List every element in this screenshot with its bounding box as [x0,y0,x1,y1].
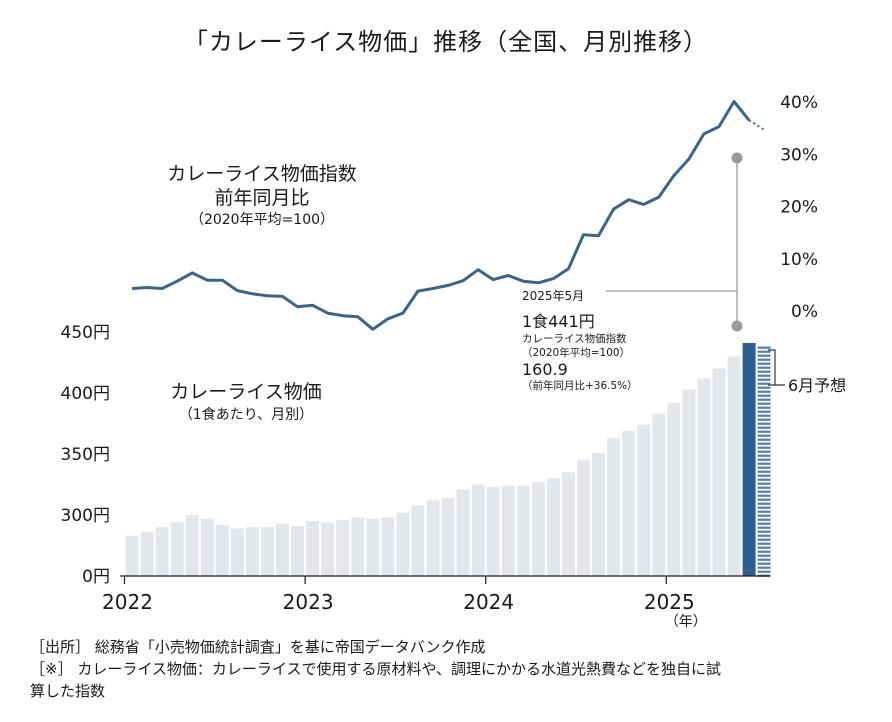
bar-y-tick: 400円 [61,384,110,404]
bar-x-tick: 2024 [463,590,514,614]
bar-series [125,343,771,577]
connector-dot-bottom [731,320,743,332]
bar [441,497,455,576]
x-unit-label: （年） [665,614,707,630]
bar-x-tick: 2022 [102,590,153,614]
line-path [131,100,751,331]
bar [577,460,590,576]
annotation-price: 1食441円 [522,312,595,331]
bar [501,485,515,576]
line-chart-labels: カレーライス物価指数 前年同月比 （2020年平均=100） [167,163,356,228]
bar [486,486,500,576]
remark-note-line1: ［※］ カレーライス物価：カレーライスで使用する原材料や、調理にかかる水道光熱費… [30,660,721,678]
bar [200,518,214,576]
bar [170,522,184,576]
bar [140,532,154,576]
line-y-tick: 20% [780,198,818,218]
annotation-index-value: 160.9 [522,360,568,379]
line-label-3: （2020年平均=100） [190,212,334,228]
line-y-tick: 40% [780,93,818,113]
bar [411,505,425,576]
annotation: 2025年5月 1食441円 カレーライス物価指数 （2020年平均=100） … [522,152,743,392]
line-forecast [748,119,765,131]
bar-latest [742,343,756,576]
bar [321,522,335,576]
bar [516,485,530,576]
bar [366,518,380,576]
bar [306,521,320,576]
bar [682,389,696,576]
bar-y-axis: 450円 400円 350円 300円 0円 [61,323,770,587]
bar [245,527,259,576]
bar [276,523,289,576]
bar [471,484,485,576]
bar [622,430,636,576]
bar [727,356,741,576]
bar [607,438,621,576]
bar-y-tick: 0円 [82,567,110,587]
bar-y-tick: 450円 [61,323,110,343]
bar-chart-labels: カレーライス物価 （1食あたり、月別） [170,381,321,423]
remark-note-line2: 算した指数 [30,682,106,700]
line-y-tick: 0% [791,302,818,322]
bar [667,402,681,576]
line-label-1: カレーライス物価指数 [167,163,356,185]
bar [456,489,470,576]
annotation-yoy: （前年同月比+36.5%） [522,379,638,392]
annotation-index-label: カレーライス物価指数 [522,332,627,345]
bar [637,424,651,576]
forecast-bracket-line [768,349,785,386]
bar [592,452,605,576]
connector-dot-top [731,152,743,164]
bar [336,519,350,576]
bar [230,528,244,576]
bar-x-axis: 2022 2023 2024 2025（年） [102,576,707,630]
line-y-tick: 30% [780,145,818,165]
bar [712,368,726,576]
bar [215,524,229,576]
annotation-index-base: （2020年平均=100） [522,346,630,359]
forecast-label: 6月予想 [788,376,846,395]
bar-label-1: カレーライス物価 [170,381,321,403]
bar [381,517,395,576]
bar [185,515,199,576]
line-label-2: 前年同月比 [214,187,309,209]
line-series [131,100,765,331]
source-note: ［出所］ 総務省「小売物価統計調査」を基に帝国データバンク作成 [30,638,486,656]
bar [652,413,666,576]
bar [396,512,410,576]
bar [546,478,560,576]
bar-label-2: （1食あたり、月別） [179,406,313,423]
line-y-tick: 10% [780,250,818,270]
bar [697,378,711,576]
forecast-bracket: 6月予想 [768,349,846,395]
bar [562,472,575,576]
bar-y-tick: 350円 [61,445,110,465]
bar [351,517,365,576]
bar-x-tick: 2025 [644,590,695,614]
bar-forecast [757,346,771,577]
bar [155,527,169,576]
bar-y-tick: 300円 [61,506,110,526]
bar [261,527,274,576]
bar [426,500,440,576]
line-y-axis: 40% 30% 20% 10% 0% [780,93,818,322]
bar [125,535,139,576]
bar [291,526,305,576]
annotation-date: 2025年5月 [522,289,584,303]
chart-title: 「カレーライス物価」推移（全国、月別推移） [183,28,709,56]
bar [531,482,545,576]
bar-x-tick: 2023 [283,590,334,614]
